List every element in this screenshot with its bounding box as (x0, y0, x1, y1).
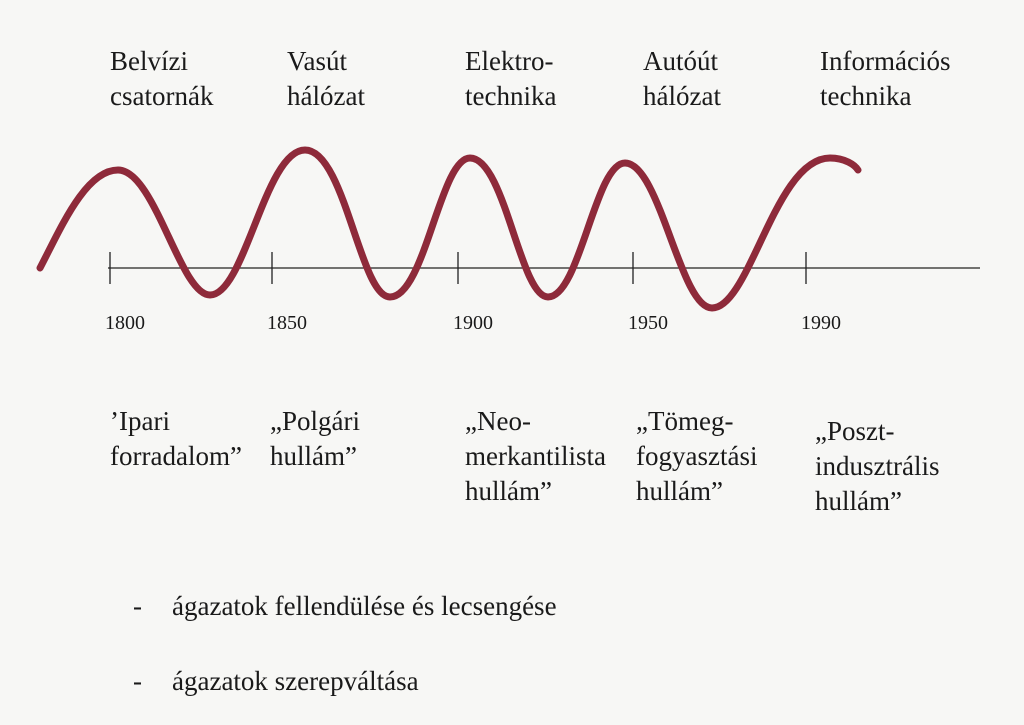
wave-label: indusztrális (815, 451, 939, 481)
wave-label: merkantilista (465, 441, 606, 471)
bullet-text: ágazatok szerepváltása (172, 666, 419, 696)
wave-label: ’Ipari (110, 406, 170, 436)
wave-curve (36, 146, 862, 312)
wave-label: hullám” (465, 476, 552, 506)
era-label: technika (820, 81, 911, 111)
year-label: 1850 (267, 312, 307, 334)
wave-label: „Poszt- (815, 416, 894, 446)
era-label: hálózat (643, 81, 721, 111)
era-label: csatornák (110, 81, 214, 111)
wave-label: hullám” (815, 486, 902, 516)
era-label: Elektro- (465, 46, 553, 76)
era-label: Belvízi (110, 46, 188, 76)
era-label: Vasút (287, 46, 347, 76)
wave-label: „Neo- (465, 406, 531, 436)
era-label: hálózat (287, 81, 365, 111)
year-label: 1800 (105, 312, 145, 334)
wave-label: hullám” (636, 476, 723, 506)
wave-label: fogyasztási (636, 441, 757, 471)
era-label: technika (465, 81, 556, 111)
bullet-marker: - (133, 591, 142, 621)
bullet-marker: - (133, 666, 142, 696)
wave-label: „Tömeg- (636, 406, 733, 436)
wave-label: hullám” (270, 441, 357, 471)
year-label: 1900 (453, 312, 493, 334)
year-label: 1950 (628, 312, 668, 334)
era-label: Információs (820, 46, 950, 76)
wave-label: forradalom” (110, 441, 242, 471)
year-label: 1990 (801, 312, 841, 334)
bullet-text: ágazatok fellendülése és lecsengése (172, 591, 557, 621)
era-label: Autóút (643, 46, 719, 76)
wave-label: „Polgári (270, 406, 360, 436)
